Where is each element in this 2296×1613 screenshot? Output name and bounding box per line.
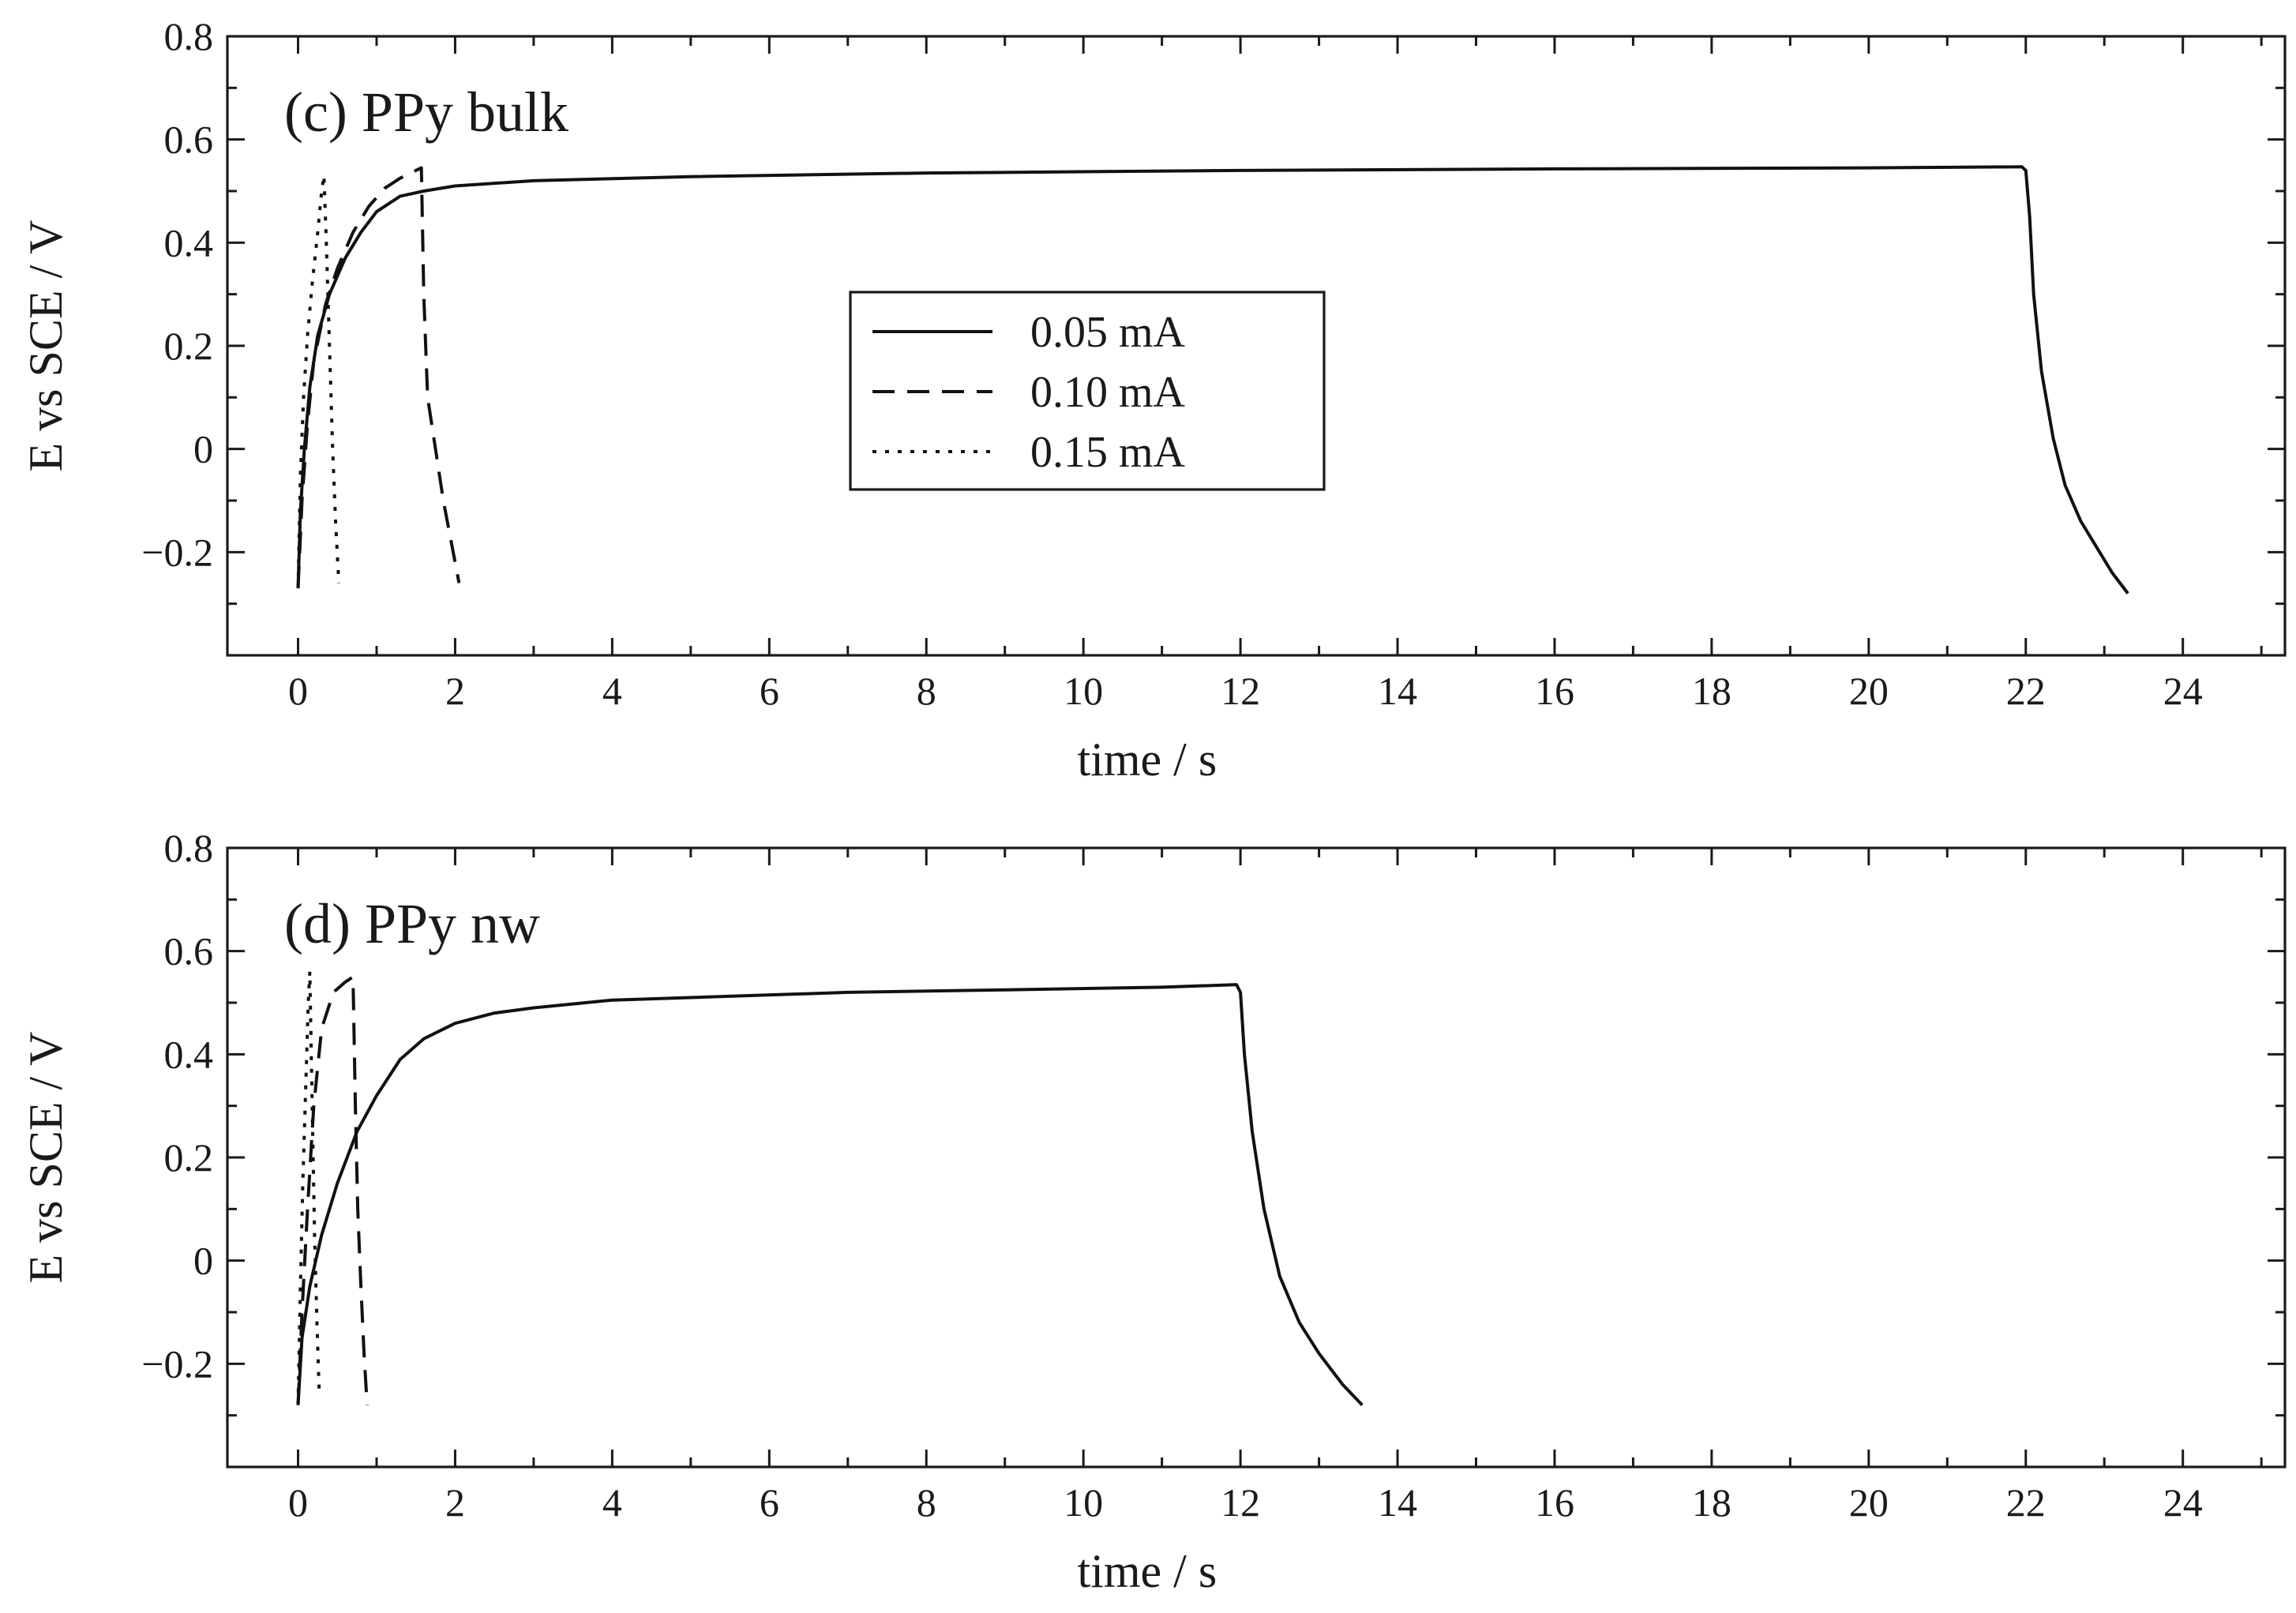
x-tick-label: 18 [1692,669,1731,713]
x-tick-label: 10 [1064,1480,1103,1525]
x-tick-label: 2 [445,1480,465,1525]
x-axis-label: time / s [1078,733,1217,786]
y-tick-label: −0.2 [141,1341,213,1386]
series-line-0-05-ma [296,983,1364,1406]
x-tick-label: 4 [602,1480,622,1525]
y-tick-label: −0.2 [141,530,213,574]
y-tick-label: 0 [193,1239,213,1283]
panel-label: (d) PPy nw [284,892,540,955]
x-tick-label: 16 [1535,669,1574,713]
x-tick-label: 14 [1378,669,1417,713]
x-tick-label: 22 [2006,669,2046,713]
y-tick-label: 0.8 [164,826,214,870]
x-tick-label: 6 [760,1480,779,1525]
x-tick-label: 8 [917,1480,936,1525]
x-tick-label: 12 [1221,1480,1260,1525]
y-tick-label: 0.6 [164,929,214,973]
y-tick-label: 0.6 [164,118,214,162]
x-tick-label: 4 [602,669,622,713]
series-line-0-10-ma [296,166,461,589]
series-line-0-15-ma [296,174,341,589]
y-tick-label: 0.8 [164,14,214,58]
y-tick-label: 0 [193,427,213,471]
x-tick-label: 22 [2006,1480,2046,1525]
y-tick-label: 0.2 [164,1135,214,1180]
x-tick-label: 10 [1064,669,1103,713]
y-axis-label: E vs SCE / V [20,220,72,472]
x-tick-label: 16 [1535,1480,1574,1525]
series-line-0-15-ma [296,970,321,1405]
x-tick-label: 12 [1221,669,1260,713]
x-tick-label: 8 [917,669,936,713]
y-axis-label: E vs SCE / V [20,1032,72,1284]
legend-label: 0.05 mA [1030,308,1186,357]
x-tick-label: 6 [760,669,779,713]
x-tick-label: 24 [2163,669,2203,713]
y-tick-label: 0.2 [164,324,214,368]
y-tick-label: 0.4 [164,220,214,264]
panel-c-ppy-bulk: 0 2 4 6 8 10 12 14 16 18 20 22 24−0.200.20.40.60.8ti… [20,14,2287,786]
x-tick-label: 20 [1849,1480,1889,1525]
series-line-0-10-ma [296,975,369,1405]
panel-d-ppy-nw: 0 2 4 6 8 10 12 14 16 18 20 22 24−0.200.20.40.60.8ti… [20,826,2287,1597]
panel-label: (c) PPy bulk [284,81,568,144]
y-tick-label: 0.4 [164,1032,214,1076]
x-axis-label: time / s [1078,1545,1217,1597]
x-tick-label: 18 [1692,1480,1731,1525]
x-tick-label: 0 [288,669,308,713]
x-tick-label: 2 [445,669,465,713]
x-tick-label: 0 [288,1480,308,1525]
x-tick-label: 14 [1378,1480,1417,1525]
legend: 0.05 mA 0.10 mA 0.15 mA [849,291,1326,491]
x-tick-label: 20 [1849,669,1889,713]
legend-label: 0.10 mA [1030,368,1186,417]
x-tick-label: 24 [2163,1480,2203,1525]
legend-label: 0.15 mA [1030,428,1186,477]
